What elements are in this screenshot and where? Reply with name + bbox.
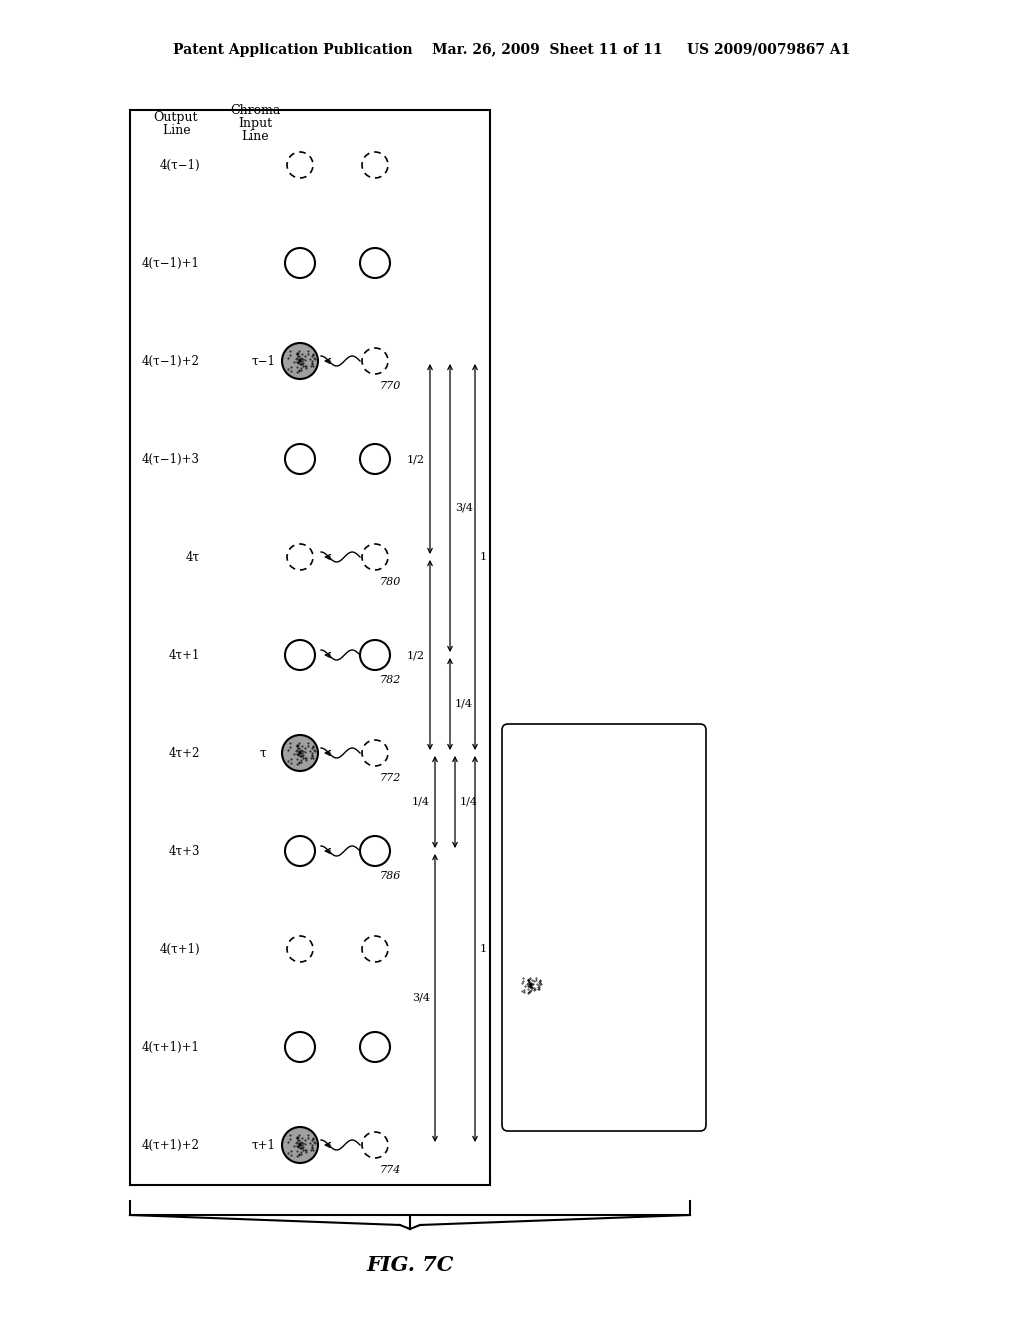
- Circle shape: [517, 772, 543, 799]
- Circle shape: [360, 836, 390, 866]
- Circle shape: [285, 248, 315, 279]
- Text: Chroma: Chroma: [229, 103, 281, 116]
- Text: Luma Sample: Luma Sample: [558, 876, 635, 887]
- Text: Co-Sited Sample: Co-Sited Sample: [558, 1001, 651, 1010]
- Text: Line: Line: [242, 129, 269, 143]
- Text: 770: 770: [380, 381, 401, 391]
- Text: 4(τ−1)+1: 4(τ−1)+1: [142, 256, 200, 269]
- Text: 1/4: 1/4: [455, 700, 473, 709]
- Text: 1/4: 1/4: [412, 797, 430, 807]
- Text: 4(τ+1): 4(τ+1): [160, 942, 200, 956]
- Text: Top Field Luma and: Top Field Luma and: [558, 957, 682, 969]
- Text: 774: 774: [380, 1166, 401, 1175]
- Text: 4(τ−1)+2: 4(τ−1)+2: [142, 355, 200, 367]
- Text: 4τ: 4τ: [186, 550, 200, 564]
- Text: 3/4: 3/4: [412, 993, 430, 1003]
- Circle shape: [360, 444, 390, 474]
- Text: 1/2: 1/2: [407, 649, 425, 660]
- Text: Line: Line: [159, 124, 190, 136]
- Text: 1/4: 1/4: [460, 797, 478, 807]
- Text: 772: 772: [380, 774, 401, 783]
- Text: Bottom Field: Bottom Field: [558, 774, 631, 783]
- Text: FIG. 7C: FIG. 7C: [367, 1255, 454, 1275]
- Circle shape: [360, 1032, 390, 1063]
- Text: 4τ+2: 4τ+2: [169, 747, 200, 759]
- Text: Luma Sample: Luma Sample: [558, 787, 635, 797]
- Text: Patent Application Publication    Mar. 26, 2009  Sheet 11 of 11     US 2009/0079: Patent Application Publication Mar. 26, …: [173, 44, 851, 57]
- Text: Output: Output: [153, 111, 198, 124]
- Text: 3/4: 3/4: [455, 503, 473, 513]
- Circle shape: [360, 640, 390, 671]
- Text: 4τ+3: 4τ+3: [169, 845, 200, 858]
- Text: Input: Input: [238, 116, 272, 129]
- Text: 4τ+1: 4τ+1: [169, 648, 200, 661]
- Circle shape: [285, 836, 315, 866]
- Text: Top Field: Top Field: [558, 863, 610, 873]
- Circle shape: [285, 444, 315, 474]
- Text: 780: 780: [380, 577, 401, 587]
- Circle shape: [517, 972, 543, 998]
- Text: 1/2: 1/2: [407, 454, 425, 465]
- Text: 4(τ+1)+2: 4(τ+1)+2: [142, 1138, 200, 1151]
- Text: τ: τ: [260, 747, 266, 759]
- Text: 4(τ−1)+3: 4(τ−1)+3: [142, 453, 200, 466]
- Text: 4(τ−1): 4(τ−1): [160, 158, 200, 172]
- Text: τ−1: τ−1: [251, 355, 274, 367]
- Text: 782: 782: [380, 675, 401, 685]
- Text: Chroma (Cb & Cr): Chroma (Cb & Cr): [558, 986, 662, 997]
- Text: τ+1: τ+1: [251, 1138, 274, 1151]
- Text: 1: 1: [480, 552, 487, 562]
- Bar: [130, 110, 490, 1185]
- Circle shape: [360, 248, 390, 279]
- Circle shape: [285, 640, 315, 671]
- Text: 786: 786: [380, 871, 401, 880]
- Circle shape: [285, 1032, 315, 1063]
- Text: 1: 1: [480, 944, 487, 954]
- Circle shape: [282, 735, 318, 771]
- Text: Bottom Field: Bottom Field: [558, 972, 631, 982]
- Circle shape: [282, 343, 318, 379]
- Circle shape: [282, 1127, 318, 1163]
- FancyBboxPatch shape: [502, 723, 706, 1131]
- Text: 4(τ+1)+1: 4(τ+1)+1: [142, 1040, 200, 1053]
